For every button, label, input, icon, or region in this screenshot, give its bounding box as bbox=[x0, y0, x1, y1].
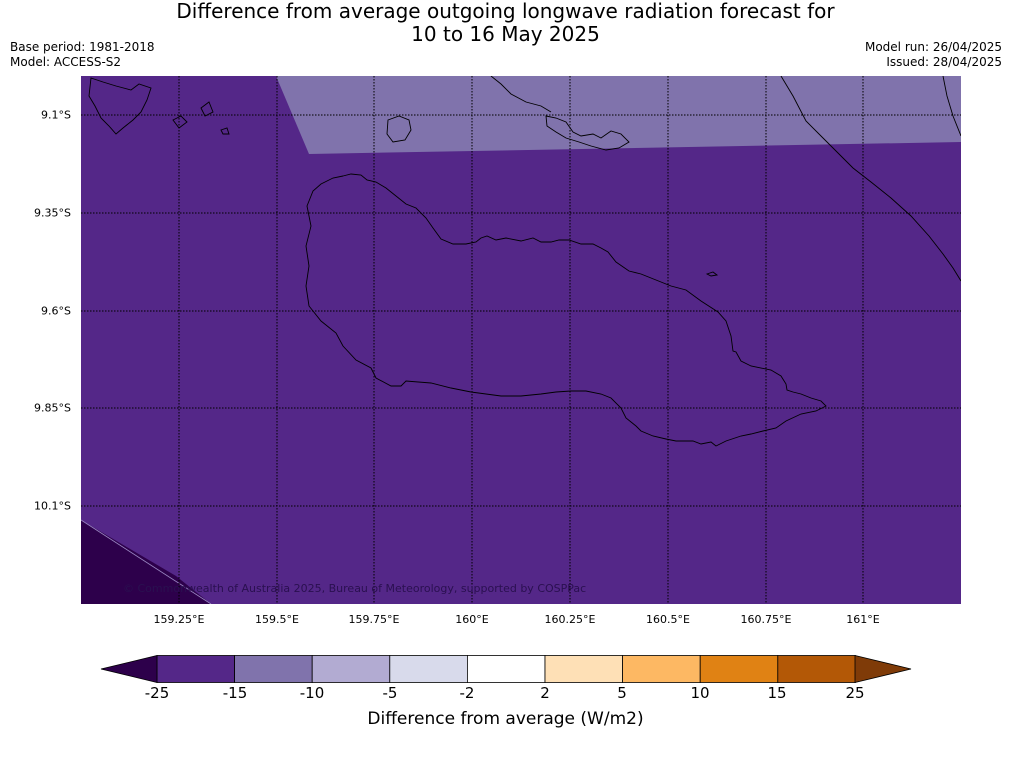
colorbar-tick: 25 bbox=[845, 684, 865, 702]
lon-label: 160°E bbox=[455, 613, 489, 626]
colorbar-tick: -5 bbox=[382, 684, 398, 702]
map-svg: © Commonwealth of Australia 2025, Bureau… bbox=[81, 76, 961, 604]
lon-label: 160.25°E bbox=[544, 613, 596, 626]
colorbar-tick: 2 bbox=[540, 684, 550, 702]
colorbar-segment bbox=[699, 655, 779, 683]
map-panel: © Commonwealth of Australia 2025, Bureau… bbox=[81, 76, 961, 604]
coastline-ngella bbox=[545, 115, 630, 151]
colorbar-tick: -25 bbox=[144, 684, 170, 702]
coastline-nw-islets bbox=[172, 101, 230, 135]
copyright-notice: © Commonwealth of Australia 2025, Bureau… bbox=[123, 582, 586, 595]
meta-right: Model run: 26/04/2025 Issued: 28/04/2025 bbox=[865, 40, 1002, 70]
region-main-field bbox=[81, 76, 961, 604]
lat-label: 9.85°S bbox=[34, 401, 71, 415]
colorbar-segment bbox=[311, 655, 391, 683]
colorbar-tick: -2 bbox=[459, 684, 475, 702]
chart-title: Difference from average outgoing longwav… bbox=[0, 0, 1011, 46]
colorbar-label: Difference from average (W/m2) bbox=[367, 709, 644, 729]
colorbar-segment bbox=[622, 655, 701, 683]
coastline-malaita bbox=[780, 76, 961, 282]
colorbar-segments bbox=[156, 655, 856, 683]
lon-label: 161°E bbox=[846, 613, 880, 626]
meta-left: Base period: 1981-2018 Model: ACCESS-S2 bbox=[10, 40, 155, 70]
colorbar-under-triangle bbox=[100, 654, 158, 684]
model-run: Model run: 26/04/2025 bbox=[864, 40, 1002, 54]
colorbar-segment bbox=[389, 655, 468, 683]
colorbar-tick: -15 bbox=[222, 684, 248, 702]
colorbar-tick: 5 bbox=[617, 684, 627, 702]
region-boundary bbox=[81, 519, 212, 604]
colorbar-segment bbox=[234, 655, 313, 683]
coastline-malaita-east bbox=[942, 76, 961, 137]
issued-date: Issued: 28/04/2025 bbox=[886, 55, 1002, 69]
lon-label: 159.75°E bbox=[348, 613, 400, 626]
title-line-2: 10 to 16 May 2025 bbox=[411, 22, 600, 46]
gridlines bbox=[81, 76, 961, 604]
title-line-1: Difference from average outgoing longwav… bbox=[176, 0, 835, 23]
lat-label: 9.6°S bbox=[41, 304, 71, 318]
lon-label: 160.75°E bbox=[740, 613, 792, 626]
colorbar-over-triangle bbox=[854, 654, 912, 684]
colorbar-tick: -10 bbox=[299, 684, 325, 702]
lat-label: 10.1°S bbox=[34, 499, 71, 513]
model-name: Model: ACCESS-S2 bbox=[10, 55, 122, 69]
colorbar-svg bbox=[100, 654, 912, 684]
lon-label: 159.25°E bbox=[153, 613, 205, 626]
base-period: Base period: 1981-2018 bbox=[10, 40, 155, 54]
coastline-ngella-north bbox=[490, 76, 552, 113]
coastlines bbox=[88, 76, 961, 447]
lat-label: 9.35°S bbox=[34, 206, 71, 220]
colorbar-segment bbox=[466, 655, 546, 683]
colorbar-segment bbox=[544, 655, 623, 683]
coastline-east-islet bbox=[705, 271, 719, 277]
colorbar bbox=[100, 654, 912, 687]
colorbar-segment bbox=[777, 655, 856, 683]
coastline-guadalcanal bbox=[305, 173, 827, 447]
lon-label: 160.5°E bbox=[646, 613, 690, 626]
lat-label: 9.1°S bbox=[41, 108, 71, 122]
colorbar-tick: 15 bbox=[767, 684, 787, 702]
colorbar-segment bbox=[156, 655, 235, 683]
coastline-north-islet bbox=[386, 115, 412, 143]
lon-label: 159.5°E bbox=[255, 613, 299, 626]
coastline-nw-islands bbox=[88, 77, 152, 135]
colorbar-tick: 10 bbox=[690, 684, 710, 702]
